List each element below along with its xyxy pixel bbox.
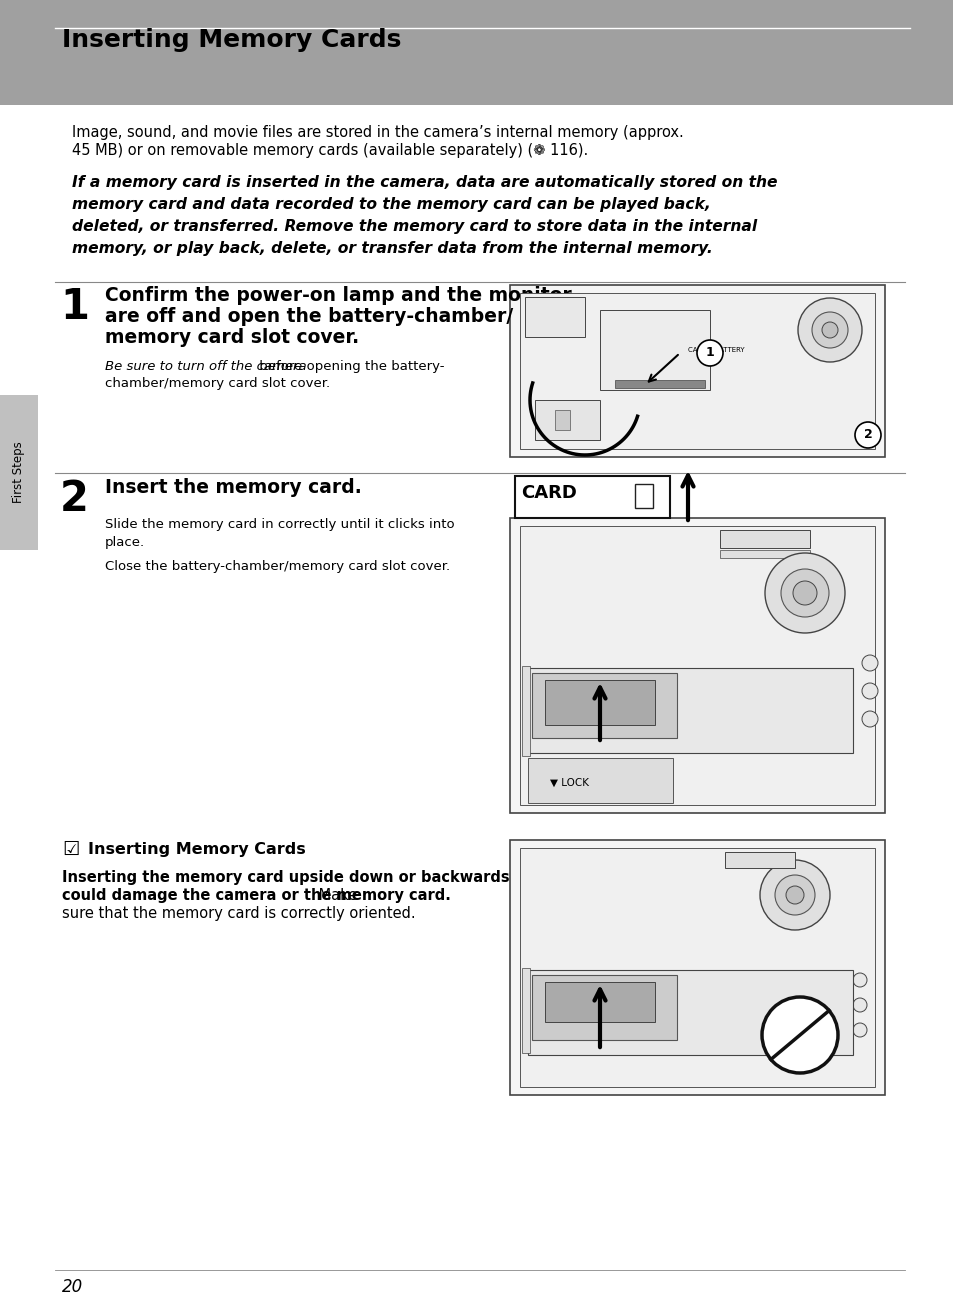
- Text: place.: place.: [105, 536, 145, 549]
- Text: Inserting Memory Cards: Inserting Memory Cards: [88, 842, 305, 857]
- Text: Inserting Memory Cards: Inserting Memory Cards: [62, 28, 401, 53]
- Bar: [0, 396, 38, 551]
- Bar: [720, 530, 809, 548]
- Bar: [535, 399, 599, 440]
- Circle shape: [811, 311, 847, 348]
- Bar: [599, 310, 709, 390]
- Bar: [527, 970, 852, 1055]
- Circle shape: [797, 298, 862, 361]
- Bar: [544, 982, 655, 1022]
- Text: before opening the battery-: before opening the battery-: [254, 360, 444, 373]
- Text: 2: 2: [60, 478, 89, 520]
- Bar: [724, 851, 794, 869]
- Bar: [635, 484, 652, 509]
- Text: CARD / BATTERY: CARD / BATTERY: [687, 347, 744, 353]
- Circle shape: [862, 654, 877, 671]
- Circle shape: [792, 581, 816, 604]
- Text: 1: 1: [60, 286, 89, 328]
- Text: Make: Make: [314, 888, 356, 903]
- Text: 1: 1: [705, 347, 714, 360]
- Bar: [510, 840, 884, 1095]
- Text: If a memory card is inserted in the camera, data are automatically stored on the: If a memory card is inserted in the came…: [71, 175, 777, 191]
- Bar: [527, 668, 852, 753]
- Circle shape: [852, 999, 866, 1012]
- Circle shape: [821, 322, 837, 338]
- Bar: [521, 666, 530, 756]
- Text: sure that the memory card is correctly oriented.: sure that the memory card is correctly o…: [62, 905, 416, 921]
- Text: are off and open the battery-chamber/: are off and open the battery-chamber/: [105, 307, 513, 326]
- Bar: [0, 0, 953, 105]
- Bar: [519, 848, 874, 1087]
- Bar: [524, 297, 584, 336]
- Circle shape: [761, 997, 837, 1074]
- Text: Close the battery-chamber/memory card slot cover.: Close the battery-chamber/memory card sl…: [105, 560, 450, 573]
- Text: ☑: ☑: [62, 840, 79, 859]
- Text: Image, sound, and movie files are stored in the camera’s internal memory (approx: Image, sound, and movie files are stored…: [71, 125, 683, 141]
- Bar: [521, 968, 530, 1053]
- Bar: [510, 285, 884, 457]
- Circle shape: [852, 1024, 866, 1037]
- Circle shape: [852, 972, 866, 987]
- Bar: [532, 975, 677, 1039]
- Text: 20: 20: [62, 1279, 83, 1296]
- Text: Confirm the power-on lamp and the monitor: Confirm the power-on lamp and the monito…: [105, 286, 571, 305]
- Bar: [510, 518, 884, 813]
- Text: Be sure to turn off the camera: Be sure to turn off the camera: [105, 360, 306, 373]
- Bar: [544, 681, 655, 725]
- Text: memory, or play back, delete, or transfer data from the internal memory.: memory, or play back, delete, or transfe…: [71, 240, 712, 256]
- Circle shape: [781, 569, 828, 618]
- Text: could damage the camera or the memory card.: could damage the camera or the memory ca…: [62, 888, 451, 903]
- Circle shape: [760, 859, 829, 930]
- Text: memory card and data recorded to the memory card can be played back,: memory card and data recorded to the mem…: [71, 197, 710, 212]
- Circle shape: [862, 683, 877, 699]
- Text: Insert the memory card.: Insert the memory card.: [105, 478, 361, 497]
- Circle shape: [862, 711, 877, 727]
- Text: 45 MB) or on removable memory cards (available separately) (❁ 116).: 45 MB) or on removable memory cards (ava…: [71, 143, 588, 158]
- Text: Slide the memory card in correctly until it clicks into: Slide the memory card in correctly until…: [105, 518, 455, 531]
- Circle shape: [854, 422, 880, 448]
- Bar: [555, 410, 569, 430]
- Text: First Steps: First Steps: [12, 442, 26, 503]
- Circle shape: [764, 553, 844, 633]
- Text: memory card slot cover.: memory card slot cover.: [105, 328, 358, 347]
- Text: Inserting the memory card upside down or backwards: Inserting the memory card upside down or…: [62, 870, 509, 886]
- Text: CARD: CARD: [520, 484, 577, 502]
- Bar: [527, 758, 672, 803]
- Bar: [519, 526, 874, 805]
- Text: deleted, or transferred. Remove the memory card to store data in the internal: deleted, or transferred. Remove the memo…: [71, 219, 757, 234]
- Circle shape: [697, 340, 722, 367]
- Text: chamber/memory card slot cover.: chamber/memory card slot cover.: [105, 377, 330, 390]
- Circle shape: [785, 886, 803, 904]
- Bar: [519, 293, 874, 449]
- Bar: [532, 673, 677, 738]
- Text: ▼ LOCK: ▼ LOCK: [550, 778, 588, 788]
- Bar: [720, 551, 809, 558]
- Bar: [615, 380, 704, 388]
- Circle shape: [774, 875, 814, 915]
- Text: 2: 2: [862, 428, 871, 442]
- Bar: [515, 476, 669, 518]
